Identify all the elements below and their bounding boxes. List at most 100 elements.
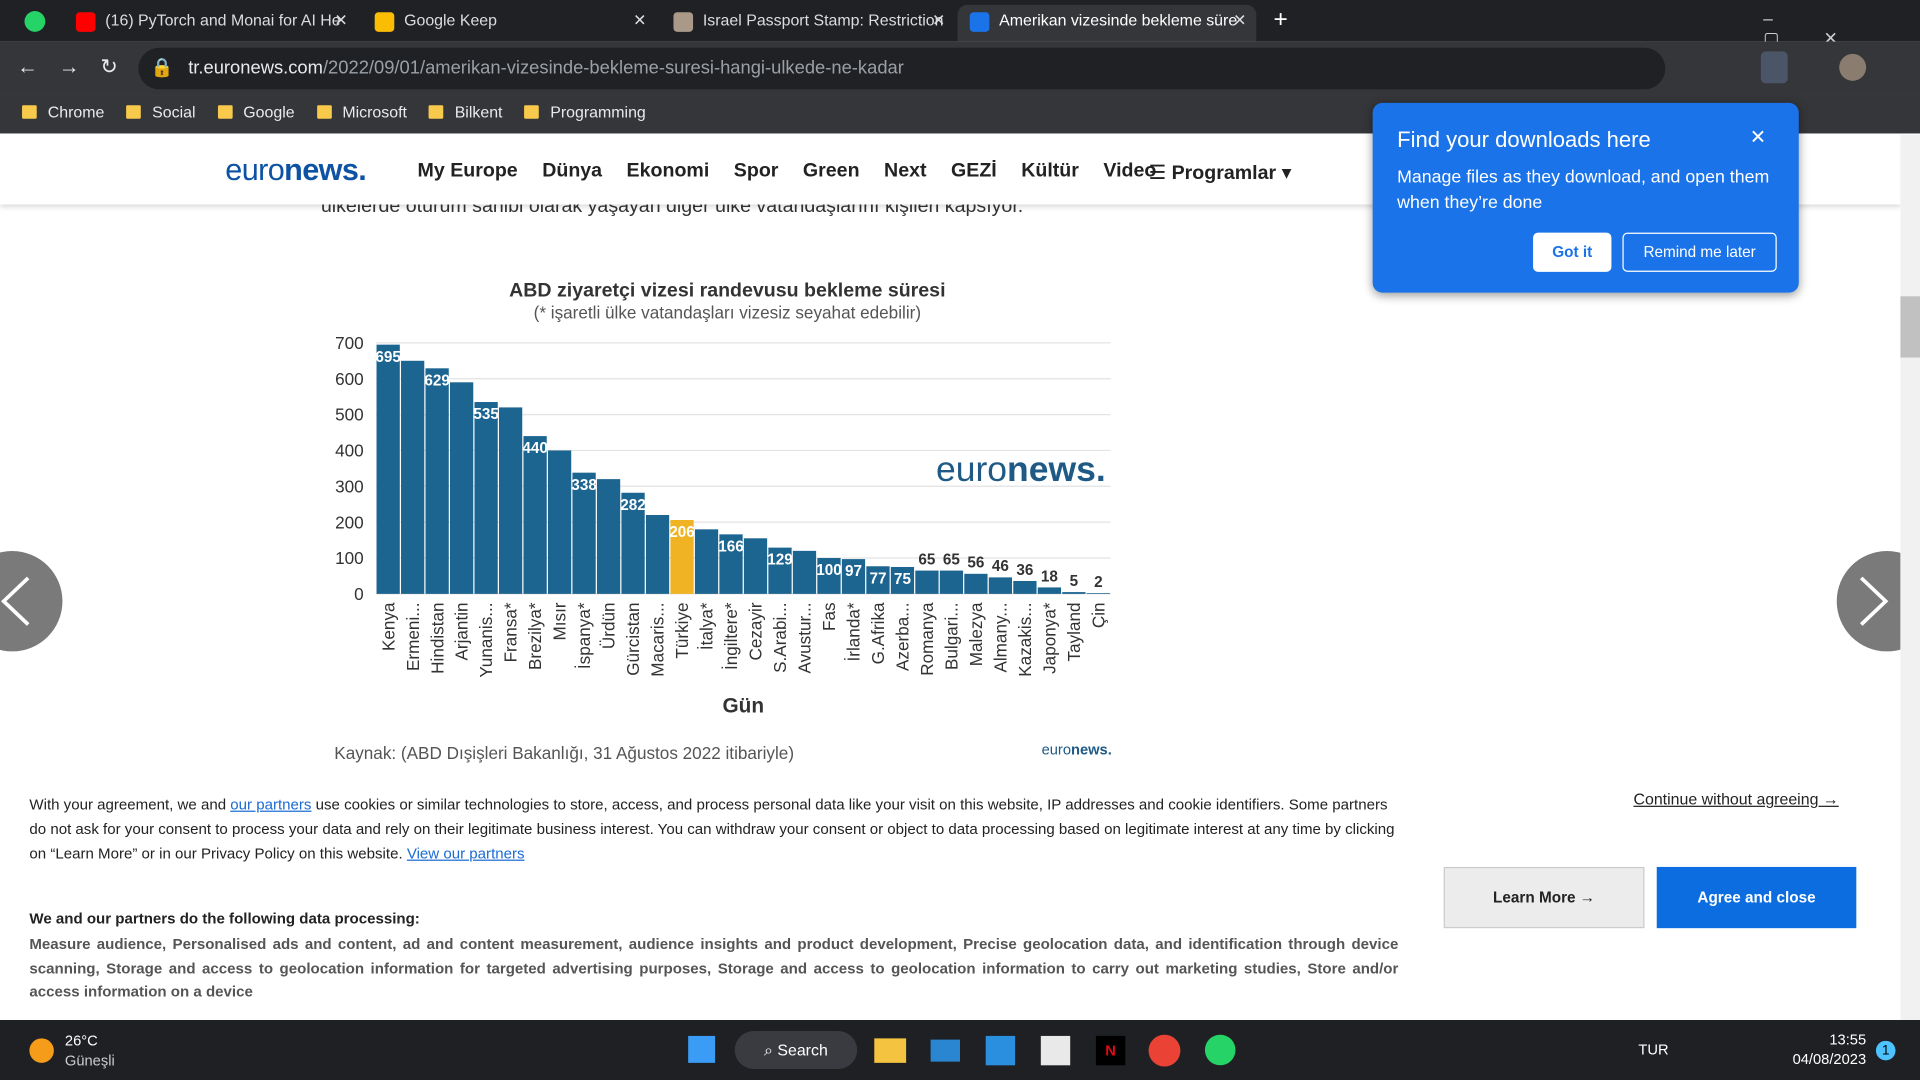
prev-arrow[interactable] <box>0 551 63 652</box>
x-tick-label: İrlanda* <box>844 602 864 661</box>
y-tick-label: 700 <box>335 333 364 353</box>
value-label: 129 <box>767 552 793 569</box>
programs[interactable]: ☰ Programlar ▾ <box>1148 162 1292 184</box>
value-label: 695 <box>375 349 401 366</box>
link[interactable]: View our partners <box>406 844 525 862</box>
app[interactable] <box>874 1038 907 1063</box>
link[interactable]: our partners <box>230 795 312 814</box>
bookmark[interactable]: Microsoft <box>316 96 407 130</box>
weather-icon <box>29 1038 54 1063</box>
x-tick-label: Gürcistan <box>623 602 643 675</box>
tab[interactable]: (16) PyTorch and Monai for AI He ✕ <box>64 5 358 42</box>
bar <box>988 577 1013 594</box>
bookmark[interactable]: Google <box>217 96 295 130</box>
nav-item[interactable]: Video <box>1103 160 1157 182</box>
nav-item[interactable]: Dünya <box>542 160 603 182</box>
bar <box>450 382 474 594</box>
logo-part: euro <box>225 153 285 188</box>
learn-more-button[interactable]: Learn More → <box>1443 866 1645 929</box>
nav-item[interactable]: Spor <box>733 160 779 182</box>
bar <box>792 550 817 594</box>
tab[interactable]: Israel Passport Stamp: Restriction ✕ <box>661 5 955 42</box>
tab-active[interactable]: Amerikan vizesinde bekleme süre ✕ <box>957 4 1257 42</box>
tab[interactable]: Google Keep ✕ <box>362 5 656 42</box>
bookmark-label: Chrome <box>47 102 105 122</box>
x-tick-label: Kenya <box>378 602 398 651</box>
bookmark-label: Bilkent <box>454 102 503 122</box>
notification-badge[interactable]: 1 <box>1875 1040 1896 1061</box>
bar <box>694 529 719 594</box>
x-tick-label: Yunanis... <box>476 602 496 677</box>
app[interactable] <box>1040 1035 1071 1066</box>
y-tick-label: 600 <box>335 369 364 389</box>
nav-item[interactable]: Kültür <box>1021 160 1079 182</box>
bar <box>1086 593 1111 594</box>
bookmark[interactable]: Social <box>126 96 196 130</box>
bookmark[interactable]: Chrome <box>22 96 104 130</box>
bar <box>890 566 915 594</box>
value-label: 75 <box>894 571 912 588</box>
got-it-button[interactable]: Got it <box>1533 232 1612 272</box>
text: use cookies or similar technologies to s… <box>29 795 1395 862</box>
continue-link[interactable]: Continue without agreeing → <box>1633 789 1839 809</box>
popup-close[interactable]: ✕ <box>1749 127 1767 149</box>
whatsapp-tab[interactable] <box>24 11 46 32</box>
agree-button[interactable]: Agree and close <box>1656 866 1857 929</box>
nav-item[interactable]: GEZİ <box>951 160 997 182</box>
chart-subtitle: (* işaretli ülke vatandaşları vizesiz se… <box>534 302 921 322</box>
new-tab[interactable]: + <box>1273 6 1288 34</box>
app[interactable] <box>1204 1034 1236 1066</box>
download-button[interactable] <box>1760 51 1788 84</box>
chart-title: ABD ziyaretçi vizesi randevusu bekleme s… <box>509 279 945 301</box>
cookie-text: With your agreement, we and our partners… <box>29 793 1398 866</box>
address-bar[interactable]: 🔒 tr.euronews.com/2022/09/01/amerikan-viz… <box>138 47 1666 90</box>
value-label: 77 <box>869 570 886 587</box>
value-label: 2 <box>1094 574 1103 591</box>
logo-part: news. <box>1071 742 1112 758</box>
scrollbar[interactable] <box>1900 134 1920 1021</box>
weather: Güneşli <box>64 1051 115 1069</box>
bookmark-label: Social <box>152 102 196 122</box>
nav-item[interactable]: Next <box>884 160 927 182</box>
nav-buttons[interactable]: ←→↻ <box>17 55 139 79</box>
app[interactable] <box>930 1039 961 1062</box>
value-label: 65 <box>943 551 961 568</box>
x-tick-label: İspanya* <box>574 602 594 669</box>
bar <box>768 547 792 594</box>
bar <box>621 492 645 594</box>
cookie-banner: With your agreement, we and our partners… <box>0 771 1901 1021</box>
bar <box>425 368 449 594</box>
next-arrow[interactable] <box>1836 551 1901 652</box>
y-tick-label: 300 <box>335 476 364 496</box>
bookmark[interactable]: Programming <box>524 96 646 130</box>
value-label: 97 <box>845 563 862 580</box>
x-tick-label: Fransa* <box>501 602 521 662</box>
path: /2022/09/01/amerikan-vizesinde-bekleme-s… <box>322 57 904 79</box>
bar <box>547 450 572 594</box>
x-tick-label: İngiltere* <box>721 602 741 670</box>
remind-button[interactable]: Remind me later <box>1622 232 1777 272</box>
logo[interactable]: euronews. <box>225 153 366 189</box>
profile[interactable] <box>1839 53 1867 81</box>
temperature: 26°C <box>64 1032 98 1050</box>
value-label: 282 <box>620 497 646 514</box>
nav-item[interactable]: My Europe <box>417 160 518 182</box>
value-label: 5 <box>1070 573 1079 590</box>
app[interactable]: N <box>1095 1035 1126 1066</box>
app[interactable] <box>985 1035 1016 1066</box>
text: Search <box>777 1040 828 1060</box>
bookmark[interactable]: Bilkent <box>428 96 503 130</box>
nav-item[interactable]: Ekonomi <box>626 160 710 182</box>
y-tick-label: 200 <box>335 512 364 532</box>
popup-title: Find your downloads here <box>1397 127 1651 152</box>
language[interactable]: TUR <box>1638 1040 1669 1058</box>
nav-item[interactable]: Green <box>802 160 860 182</box>
value-label: 629 <box>424 372 450 389</box>
bar <box>1013 580 1037 594</box>
bar <box>498 407 523 594</box>
date: 04/08/2023 <box>1792 1050 1867 1068</box>
start[interactable] <box>688 1035 716 1063</box>
tab-title: Google Keep <box>404 11 498 30</box>
app[interactable] <box>1148 1034 1181 1067</box>
search[interactable]: ⌕ Search <box>734 1031 858 1069</box>
